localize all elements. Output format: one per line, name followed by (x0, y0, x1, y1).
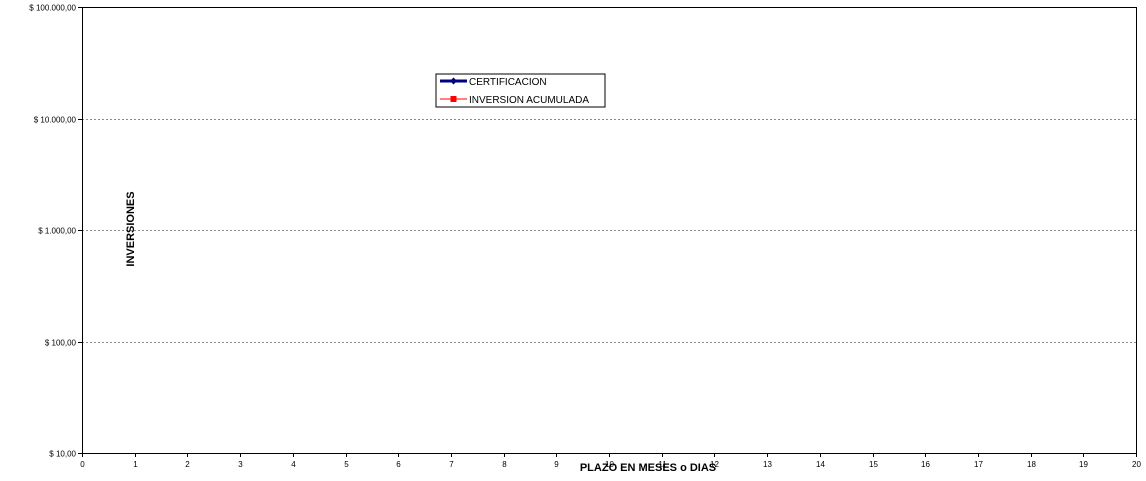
legend-marker-inversion-acumulada (450, 96, 457, 102)
x-tick-label: 15 (869, 460, 878, 469)
y-tick-label: $ 100,00 (45, 339, 77, 348)
x-tick-label: 9 (554, 460, 559, 469)
legend-label-inversion-acumulada: INVERSION ACUMULADA (469, 95, 589, 106)
x-tick-label: 0 (80, 460, 85, 469)
x-tick-label: 2 (185, 460, 190, 469)
x-tick-label: 5 (344, 460, 349, 469)
x-tick-label: 12 (710, 460, 719, 469)
x-tick-label: 19 (1079, 460, 1088, 469)
y-tick-label: $ 10.000,00 (34, 116, 77, 125)
y-tick-label: $ 1.000,00 (38, 227, 76, 236)
y-tick-label: $ 100.000,00 (29, 4, 76, 13)
legend-item-certificacion: CERTIFICACION (440, 77, 547, 88)
x-tick-label: 10 (605, 460, 614, 469)
x-tick-label: 7 (449, 460, 454, 469)
x-tick-label: 20 (1132, 460, 1141, 469)
legend-item-inversion-acumulada: INVERSION ACUMULADA (440, 95, 589, 106)
x-tick-label: 8 (502, 460, 507, 469)
x-tick-label: 6 (396, 460, 401, 469)
x-tick-label: 17 (974, 460, 983, 469)
x-axis-title: PLAZO EN MESES o DIAS (580, 462, 716, 474)
x-tick-label: 13 (763, 460, 772, 469)
x-tick-label: 11 (658, 460, 667, 469)
x-tick-label: 4 (291, 460, 296, 469)
legend-label-certificacion: CERTIFICACION (469, 77, 547, 88)
legend-marker-certificacion (450, 77, 457, 85)
grid-lines (82, 119, 1136, 343)
x-tick-label: 14 (816, 460, 825, 469)
x-tick-label: 1 (133, 460, 138, 469)
plot-area (82, 7, 1137, 454)
x-tick-label: 16 (921, 460, 930, 469)
y-axis-title: INVERSIONES (125, 191, 137, 266)
x-axis-ticks: 0 1 2 3 4 5 6 7 8 9 10 11 12 13 14 15 16 17 18 19 20 (80, 453, 1141, 469)
y-axis-ticks: $ 10,00 $ 100,00 $ 1.000,00 $ 10.000,00 $ 10… (29, 4, 82, 459)
y-tick-label: $ 10,00 (49, 450, 76, 459)
axes (82, 7, 1137, 454)
x-tick-label: 18 (1027, 460, 1036, 469)
legend: CERTIFICACION INVERSION ACUMULADA (435, 73, 606, 108)
x-tick-label: 3 (238, 460, 243, 469)
